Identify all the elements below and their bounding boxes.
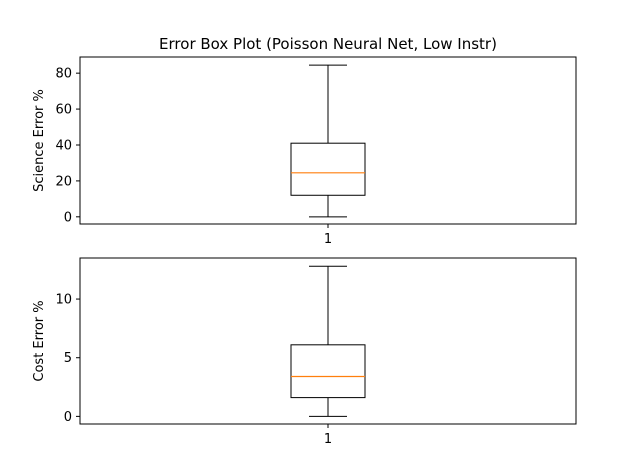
panel-1-iqr-box: [290, 142, 366, 196]
panel-1-ytick-label-0: 0: [64, 210, 72, 225]
panel-2-xtick-label-0: 1: [324, 432, 332, 447]
panel-1-ylabel: Science Error %: [32, 89, 47, 192]
panel-2-ytick-label-1: 5: [64, 351, 72, 366]
panel-2-ylabel: Cost Error %: [32, 300, 47, 381]
panel-1-ytick-label-3: 60: [55, 103, 72, 118]
panel-2-iqr-box: [290, 344, 366, 399]
panel-1-ytick-label-4: 80: [55, 67, 72, 82]
panel-1-ytick-label-2: 40: [55, 138, 72, 153]
panel-1-ytick-label-1: 20: [55, 174, 72, 189]
chart-title: Error Box Plot (Poisson Neural Net, Low …: [159, 35, 497, 53]
panel-2-ytick-label-0: 0: [64, 410, 72, 425]
panel-2-ytick-label-2: 10: [55, 293, 72, 308]
panel-1-xtick-label-0: 1: [324, 232, 332, 247]
